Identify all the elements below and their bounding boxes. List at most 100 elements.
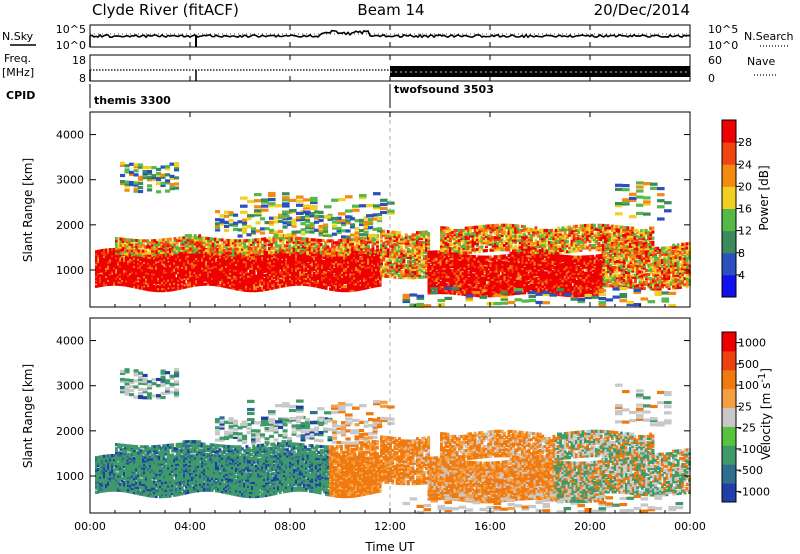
- scatter-cell-2468: [375, 282, 378, 286]
- scatter-cell-2219: [347, 286, 350, 291]
- scatter-cell-2137: [337, 272, 340, 276]
- scatter-cell-3388: [391, 267, 395, 271]
- scatter-cell-3656: [422, 236, 426, 240]
- scatter-cell-2441: [371, 270, 374, 274]
- scatter-cell-2895: [236, 249, 240, 253]
- scatter-cell-657: [169, 288, 172, 292]
- scatter-cell-3288: [373, 242, 377, 246]
- scatter-cell-2504: [379, 279, 382, 283]
- scatter-cell-3521: [407, 255, 410, 259]
- scatter-cell-801: [185, 275, 188, 279]
- scatter-cell-1325: [243, 258, 246, 262]
- scatter-cell-2569: [130, 252, 134, 257]
- scatter-cell-2486: [377, 281, 380, 285]
- scatter-cell-500: [151, 278, 154, 282]
- scatter-cell-92: [105, 272, 108, 277]
- scatter-cell-1211: [231, 264, 234, 268]
- scatter-cell-2410: [367, 261, 370, 265]
- scatter-cell-1303: [241, 263, 244, 267]
- scatter-cell-1869: [305, 254, 308, 258]
- scatter-cell-1344: [245, 258, 248, 262]
- scatter-cell-997: [207, 268, 210, 272]
- scatter-cell-2491: [377, 269, 380, 273]
- scatter-cell-2571: [130, 248, 134, 252]
- scatter-cell-2421: [369, 275, 372, 279]
- scatter-cell-3381: [389, 240, 392, 244]
- scatter-cell-309: [129, 259, 132, 264]
- scatter-cell-481: [149, 278, 152, 282]
- scatter-cell-3115: [310, 246, 314, 250]
- scatter-cell-2720: [180, 236, 184, 240]
- scatter-cell-1314: [243, 280, 246, 284]
- scatter-cell-202: [117, 262, 120, 266]
- scatter-cell-1616: [277, 281, 280, 285]
- scatter-cell-3122: [313, 246, 316, 250]
- scatter-cell-1015: [209, 266, 212, 270]
- scatter-cell-2495: [377, 261, 380, 265]
- scatter-cell-3093: [304, 245, 307, 249]
- scatter-cell-2523: [115, 245, 118, 249]
- scatter-cell-3479: [400, 237, 404, 241]
- scatter-cell-1763: [293, 258, 296, 262]
- scatter-cell-606: [163, 284, 166, 289]
- scatter-cell-539: [155, 274, 158, 278]
- scatter-cell-3488: [402, 259, 406, 263]
- scatter-cell-949: [201, 262, 204, 266]
- scatter-cell-234: [121, 268, 124, 272]
- scatter-cell-2981: [268, 249, 271, 253]
- scatter-cell-3543: [409, 249, 413, 253]
- scatter-cell-1538: [267, 267, 270, 271]
- scatter-cell-315: [131, 284, 134, 288]
- scatter-cell-715: [175, 281, 178, 285]
- scatter-cell-699: [173, 277, 176, 281]
- scatter-cell-360: [135, 267, 138, 271]
- scatter-cell-758: [179, 262, 182, 266]
- scatter-cell-371: [137, 277, 140, 281]
- scatter-cell-2992: [272, 250, 276, 254]
- scatter-cell-3584: [413, 237, 417, 241]
- scatter-cell-458: [147, 285, 150, 290]
- scatter-cell-441: [145, 281, 148, 285]
- scatter-cell-128: [109, 272, 112, 276]
- scatter-cell-1326: [243, 256, 246, 260]
- scatter-cell-2530: [117, 247, 121, 251]
- scatter-cell-1945: [315, 266, 318, 270]
- scatter-cell-3687: [427, 244, 431, 248]
- scatter-cell-1711: [287, 257, 290, 261]
- scatter-cell-0: [95, 284, 98, 288]
- scatter-cell-1636: [279, 272, 282, 276]
- scatter-cell-257: [123, 256, 126, 260]
- scatter-cell-3485: [402, 265, 406, 270]
- scatter-cell-142: [111, 280, 114, 284]
- scatter-cell-3109: [308, 242, 312, 246]
- scatter-cell-2221: [347, 282, 350, 287]
- scatter-cell-2452: [373, 282, 376, 286]
- scatter-cell-2268: [351, 262, 354, 266]
- scatter-cell-36: [99, 279, 102, 284]
- scatter-cell-1622: [277, 267, 280, 271]
- scatter-cell-3307: [380, 251, 383, 255]
- scatter-cell-1994: [321, 277, 324, 281]
- scatter-cell-2164: [341, 289, 344, 293]
- scatter-cell-273: [125, 259, 128, 263]
- scatter-cell-2853: [223, 250, 226, 254]
- scatter-cell-2485: [377, 283, 380, 287]
- scatter-cell-2231: [347, 262, 350, 266]
- scatter-cell-1337: [245, 272, 248, 276]
- scatter-cell-2658: [160, 246, 163, 250]
- scatter-cell-2424: [369, 269, 372, 273]
- scatter-cell-3098: [306, 251, 310, 256]
- scatter-cell-911: [197, 266, 200, 270]
- scatter-cell-3433: [395, 253, 399, 257]
- scatter-cell-421: [143, 283, 146, 287]
- scatter-cell-882: [193, 253, 196, 257]
- scatter-cell-3374: [389, 260, 392, 264]
- scatter-cell-403: [141, 284, 144, 288]
- scatter-cell-2931: [250, 250, 253, 255]
- scatter-cell-1677: [283, 255, 286, 259]
- scatter-cell-870: [193, 279, 196, 283]
- scatter-cell-283: [127, 275, 130, 279]
- scatter-cell-2563: [128, 250, 132, 254]
- scatter-cell-2731: [184, 242, 188, 246]
- scatter-cell-2401: [367, 279, 370, 283]
